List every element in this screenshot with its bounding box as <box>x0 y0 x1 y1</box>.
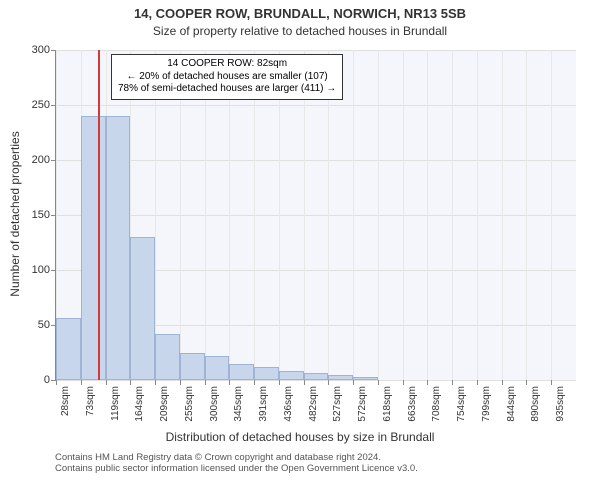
gridline-v <box>229 50 230 380</box>
histogram-bar <box>304 373 329 380</box>
gridline-v <box>477 50 478 380</box>
gridline-v <box>155 50 156 380</box>
gridline-v <box>403 50 404 380</box>
xtick-mark <box>106 380 107 385</box>
xtick-mark <box>205 380 206 385</box>
gridline <box>56 160 576 161</box>
gridline-v <box>205 50 206 380</box>
xtick-mark <box>477 380 478 385</box>
xtick-mark <box>130 380 131 385</box>
xtick-label: 255sqm <box>184 386 195 422</box>
xtick-label: 663sqm <box>407 386 418 422</box>
xtick-label: 708sqm <box>431 386 442 422</box>
histogram-chart: 14, COOPER ROW, BRUNDALL, NORWICH, NR13 … <box>0 0 600 500</box>
marker-line <box>98 50 100 380</box>
histogram-bar <box>155 334 180 380</box>
xtick-mark <box>427 380 428 385</box>
gridline <box>56 380 576 381</box>
histogram-bar <box>205 356 230 380</box>
y-axis-label: Number of detached properties <box>8 124 22 304</box>
ytick-label: 200 <box>32 154 50 166</box>
xtick-label: 345sqm <box>233 386 244 422</box>
xtick-label: 73sqm <box>85 386 96 416</box>
footer-line1: Contains HM Land Registry data © Crown c… <box>55 452 418 463</box>
histogram-bar <box>56 318 81 380</box>
gridline-v <box>551 50 552 380</box>
gridline <box>56 105 576 106</box>
gridline <box>56 215 576 216</box>
chart-title-sub: Size of property relative to detached ho… <box>0 24 600 38</box>
plot-area: 05010015020025030028sqm73sqm119sqm164sqm… <box>55 50 576 381</box>
xtick-mark <box>452 380 453 385</box>
gridline-v <box>279 50 280 380</box>
gridline-v <box>304 50 305 380</box>
footer-line2: Contains public sector information licen… <box>55 463 418 474</box>
xtick-label: 572sqm <box>357 386 368 422</box>
gridline-v <box>353 50 354 380</box>
ytick-label: 300 <box>32 44 50 56</box>
xtick-label: 164sqm <box>134 386 145 422</box>
info-box-line3: 78% of semi-detached houses are larger (… <box>118 83 336 96</box>
x-axis-label: Distribution of detached houses by size … <box>0 430 600 444</box>
xtick-label: 119sqm <box>110 386 121 421</box>
xtick-label: 844sqm <box>506 386 517 422</box>
xtick-label: 436sqm <box>283 386 294 422</box>
footer-attribution: Contains HM Land Registry data © Crown c… <box>55 452 418 475</box>
xtick-mark <box>254 380 255 385</box>
gridline-v <box>378 50 379 380</box>
xtick-label: 482sqm <box>308 386 319 422</box>
gridline-v <box>254 50 255 380</box>
xtick-mark <box>81 380 82 385</box>
gridline-v <box>427 50 428 380</box>
xtick-mark <box>180 380 181 385</box>
xtick-mark <box>526 380 527 385</box>
xtick-mark <box>155 380 156 385</box>
histogram-bar <box>328 375 353 381</box>
xtick-label: 935sqm <box>555 386 566 422</box>
xtick-label: 527sqm <box>332 386 343 422</box>
xtick-mark <box>378 380 379 385</box>
xtick-mark <box>304 380 305 385</box>
xtick-mark <box>551 380 552 385</box>
xtick-mark <box>502 380 503 385</box>
histogram-bar <box>353 377 378 380</box>
xtick-mark <box>328 380 329 385</box>
gridline-v <box>452 50 453 380</box>
xtick-mark <box>56 380 57 385</box>
histogram-bar <box>254 367 279 380</box>
chart-title-main: 14, COOPER ROW, BRUNDALL, NORWICH, NR13 … <box>0 6 600 21</box>
xtick-mark <box>353 380 354 385</box>
histogram-bar <box>229 364 254 381</box>
gridline-v <box>180 50 181 380</box>
histogram-bar <box>279 371 304 380</box>
xtick-label: 300sqm <box>209 386 220 422</box>
xtick-label: 799sqm <box>481 386 492 422</box>
xtick-mark <box>279 380 280 385</box>
gridline-v <box>328 50 329 380</box>
xtick-mark <box>403 380 404 385</box>
info-box-line1: 14 COOPER ROW: 82sqm <box>118 58 336 71</box>
info-box-line2: ← 20% of detached houses are smaller (10… <box>118 71 336 84</box>
histogram-bar <box>81 116 106 380</box>
gridline-v <box>502 50 503 380</box>
ytick-label: 150 <box>32 209 50 221</box>
xtick-label: 618sqm <box>382 386 393 422</box>
ytick-label: 250 <box>32 99 50 111</box>
info-box: 14 COOPER ROW: 82sqm← 20% of detached ho… <box>111 54 343 100</box>
xtick-label: 28sqm <box>60 386 71 416</box>
histogram-bar <box>106 116 131 380</box>
xtick-mark <box>229 380 230 385</box>
gridline <box>56 50 576 51</box>
xtick-label: 209sqm <box>159 386 170 422</box>
histogram-bar <box>130 237 155 380</box>
ytick-label: 100 <box>32 264 50 276</box>
ytick-label: 50 <box>38 319 50 331</box>
gridline-v <box>526 50 527 380</box>
histogram-bar <box>180 353 205 381</box>
xtick-label: 890sqm <box>530 386 541 422</box>
ytick-label: 0 <box>44 374 50 386</box>
xtick-label: 391sqm <box>258 386 269 422</box>
xtick-label: 754sqm <box>456 386 467 422</box>
